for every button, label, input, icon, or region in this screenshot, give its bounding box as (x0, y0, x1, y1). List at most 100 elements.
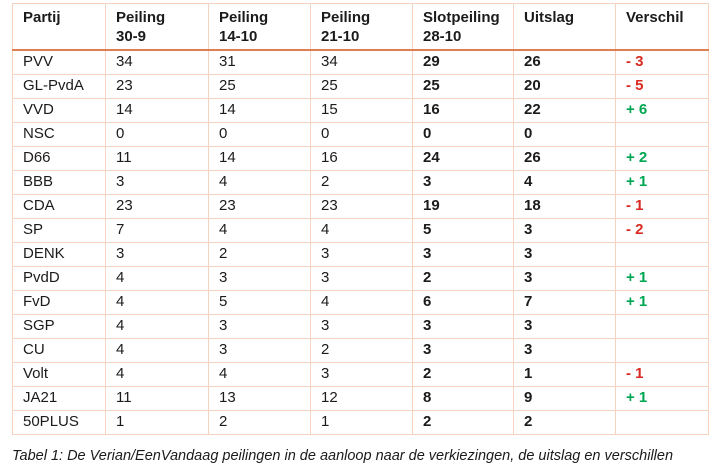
table-row: CDA 23 23 23 19 18- 1 (12, 194, 709, 219)
verschil-cell: - 2 (615, 218, 709, 243)
verschil-cell: - 1 (615, 194, 709, 219)
peiling-14-10-cell: 3 (208, 338, 311, 363)
uitslag-cell: 2 (513, 410, 616, 435)
peiling-21-10-cell: 16 (310, 146, 413, 171)
peiling-14-10-cell: 5 (208, 290, 311, 315)
col-header-peiling-14-10: Peiling 14-10 (208, 3, 311, 51)
slotpeiling-28-10-cell: 6 (412, 290, 514, 315)
verschil-cell: - 3 (615, 49, 709, 75)
col-header-label: Verschil (626, 9, 684, 26)
peiling-21-10-cell: 3 (310, 266, 413, 291)
table-row: PvdD 4 3 3 2 3 + 1 (12, 266, 709, 291)
table-row: 50PLUS 1 2 1 2 2 (12, 410, 709, 435)
peiling-30-9-cell: 3 (105, 242, 209, 267)
uitslag-cell: 7 (513, 290, 616, 315)
verschil-cell: + 2 (615, 146, 709, 171)
peiling-14-10-cell: 14 (208, 98, 311, 123)
table-row: SGP 4 3 3 3 3 (12, 314, 709, 339)
slotpeiling-28-10-cell: 19 (412, 194, 514, 219)
peiling-14-10-cell: 2 (208, 242, 311, 267)
verschil-cell: + 6 (615, 98, 709, 123)
partij-cell: SP (12, 218, 106, 243)
partij-cell: GL-PvdA (12, 74, 106, 99)
col-header-label: Peiling (219, 9, 269, 26)
partij-cell: PVV (12, 49, 106, 75)
slotpeiling-28-10-cell: 8 (412, 386, 514, 411)
verschil-cell (615, 338, 709, 363)
slotpeiling-28-10-cell: 3 (412, 314, 514, 339)
peiling-21-10-cell: 3 (310, 362, 413, 387)
col-header-label: Uitslag (524, 9, 575, 26)
partij-cell: JA21 (12, 386, 106, 411)
header-row: Partij Peiling 30-9 Peiling 14-10 Peilin… (12, 3, 709, 51)
slotpeiling-28-10-cell: 3 (412, 242, 514, 267)
table-row: D66 11 14 16 24 26 + 2 (12, 146, 709, 171)
partij-cell: SGP (12, 314, 106, 339)
peiling-30-9-cell: 4 (105, 290, 209, 315)
col-header-subline: 28-10 (423, 28, 462, 45)
verschil-cell: + 1 (615, 386, 709, 411)
uitslag-cell: 20 (513, 74, 616, 99)
peiling-21-10-cell: 15 (310, 98, 413, 123)
peiling-21-10-cell: 4 (310, 290, 413, 315)
uitslag-cell: 3 (513, 266, 616, 291)
partij-cell: Volt (12, 362, 106, 387)
peiling-14-10-cell: 3 (208, 266, 311, 291)
col-header-label: Partij (23, 9, 61, 26)
partij-cell: VVD (12, 98, 106, 123)
uitslag-cell: 3 (513, 218, 616, 243)
slotpeiling-28-10-cell: 16 (412, 98, 514, 123)
partij-cell: CDA (12, 194, 106, 219)
partij-cell: D66 (12, 146, 106, 171)
partij-cell: FvD (12, 290, 106, 315)
peiling-30-9-cell: 23 (105, 74, 209, 99)
uitslag-cell: 4 (513, 170, 616, 195)
col-header-peiling-30-9: Peiling 30-9 (105, 3, 209, 51)
slotpeiling-28-10-cell: 29 (412, 49, 514, 75)
peiling-30-9-cell: 11 (105, 146, 209, 171)
peiling-14-10-cell: 14 (208, 146, 311, 171)
partij-cell: PvdD (12, 266, 106, 291)
table-row: FvD 4 5 4 6 7 + 1 (12, 290, 709, 315)
peiling-30-9-cell: 3 (105, 170, 209, 195)
peiling-14-10-cell: 25 (208, 74, 311, 99)
slotpeiling-28-10-cell: 25 (412, 74, 514, 99)
uitslag-cell: 26 (513, 146, 616, 171)
col-header-subline: 21-10 (321, 28, 360, 45)
table-row: DENK 3 2 3 3 3 (12, 242, 709, 267)
col-header-label: Peiling (321, 9, 371, 26)
peiling-21-10-cell: 2 (310, 170, 413, 195)
col-header-peiling-21-10: Peiling 21-10 (310, 3, 413, 51)
peiling-21-10-cell: 12 (310, 386, 413, 411)
peiling-30-9-cell: 11 (105, 386, 209, 411)
peiling-21-10-cell: 3 (310, 314, 413, 339)
peiling-14-10-cell: 0 (208, 122, 311, 147)
uitslag-cell: 1 (513, 362, 616, 387)
verschil-cell (615, 410, 709, 435)
table-row: JA21 11 13 12 8 9 + 1 (12, 386, 709, 411)
verschil-cell: - 1 (615, 362, 709, 387)
table-row: Volt 4 4 3 2 1- 1 (12, 362, 709, 387)
col-header-label: Peiling (116, 9, 166, 26)
verschil-cell: + 1 (615, 290, 709, 315)
peiling-14-10-cell: 13 (208, 386, 311, 411)
peiling-14-10-cell: 4 (208, 362, 311, 387)
table-row: CU 4 3 2 3 3 (12, 338, 709, 363)
table-row: VVD 14 14 15 16 22 + 6 (12, 98, 709, 123)
peiling-30-9-cell: 4 (105, 362, 209, 387)
table-body: PVV 34 31 34 29 26- 3 GL-PvdA 23 25 25 25 20- 5 VVD 1… (12, 49, 709, 435)
peiling-21-10-cell: 4 (310, 218, 413, 243)
peiling-30-9-cell: 23 (105, 194, 209, 219)
col-header-slotpeiling-28-10: Slotpeiling 28-10 (412, 3, 514, 51)
verschil-cell: - 5 (615, 74, 709, 99)
peiling-21-10-cell: 2 (310, 338, 413, 363)
verschil-cell: + 1 (615, 170, 709, 195)
peiling-14-10-cell: 3 (208, 314, 311, 339)
peiling-21-10-cell: 1 (310, 410, 413, 435)
uitslag-cell: 3 (513, 338, 616, 363)
slotpeiling-28-10-cell: 3 (412, 338, 514, 363)
uitslag-cell: 0 (513, 122, 616, 147)
slotpeiling-28-10-cell: 2 (412, 410, 514, 435)
slotpeiling-28-10-cell: 24 (412, 146, 514, 171)
peiling-30-9-cell: 34 (105, 49, 209, 75)
